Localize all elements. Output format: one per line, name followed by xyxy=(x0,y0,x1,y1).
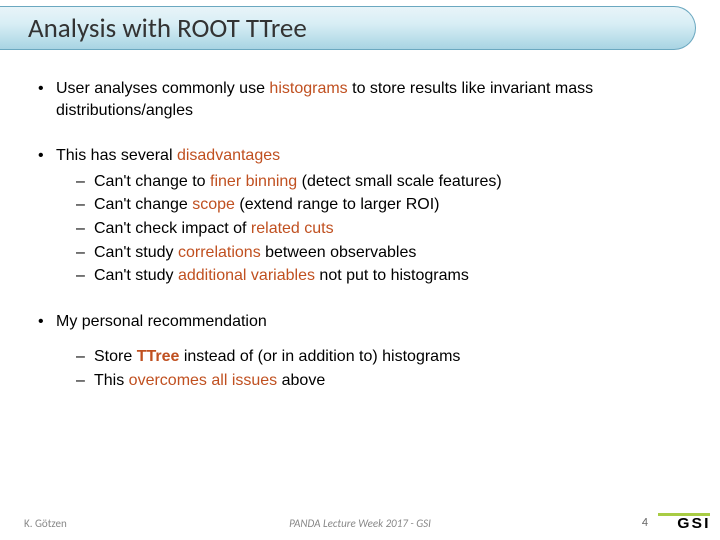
bullet-2: This has several disadvantages Can't cha… xyxy=(36,145,684,287)
b1-hl: histograms xyxy=(269,80,347,97)
bullet-2-line: This has several disadvantages xyxy=(36,145,684,167)
b2-s4: Can't study correlations between observa… xyxy=(76,242,684,264)
footer-page: 4 xyxy=(642,516,648,530)
footer: K. Götzen PANDA Lecture Week 2017 - GSI … xyxy=(0,512,720,532)
bullet-1: User analyses commonly use histograms to… xyxy=(36,78,684,121)
content-area: User analyses commonly use histograms to… xyxy=(0,56,720,392)
gsi-logo: GSI xyxy=(678,515,710,532)
bullet-3-line: My personal recommendation xyxy=(36,311,684,333)
b2-s3: Can't check impact of related cuts xyxy=(76,218,684,240)
b2-pre: This has several xyxy=(56,147,177,164)
bullet-3-sublist: Store TTree instead of (or in addition t… xyxy=(36,346,684,391)
slide-title: Analysis with ROOT TTree xyxy=(28,12,307,45)
b3-s1: Store TTree instead of (or in addition t… xyxy=(76,346,684,368)
b1-pre: User analyses commonly use xyxy=(56,80,269,97)
b2-s5: Can't study additional variables not put… xyxy=(76,265,684,287)
bullet-3: My personal recommendation xyxy=(36,311,684,333)
b3-s2: This overcomes all issues above xyxy=(76,370,684,392)
bullet-1-line: User analyses commonly use histograms to… xyxy=(36,78,684,121)
b2-s2: Can't change scope (extend range to larg… xyxy=(76,194,684,216)
footer-event: PANDA Lecture Week 2017 - GSI xyxy=(0,517,720,530)
title-bar: Analysis with ROOT TTree xyxy=(0,0,720,56)
b3-text: My personal recommendation xyxy=(56,313,267,330)
b2-s1: Can't change to finer binning (detect sm… xyxy=(76,171,684,193)
bullet-2-sublist: Can't change to finer binning (detect sm… xyxy=(36,171,684,287)
b2-hl: disadvantages xyxy=(177,147,280,164)
